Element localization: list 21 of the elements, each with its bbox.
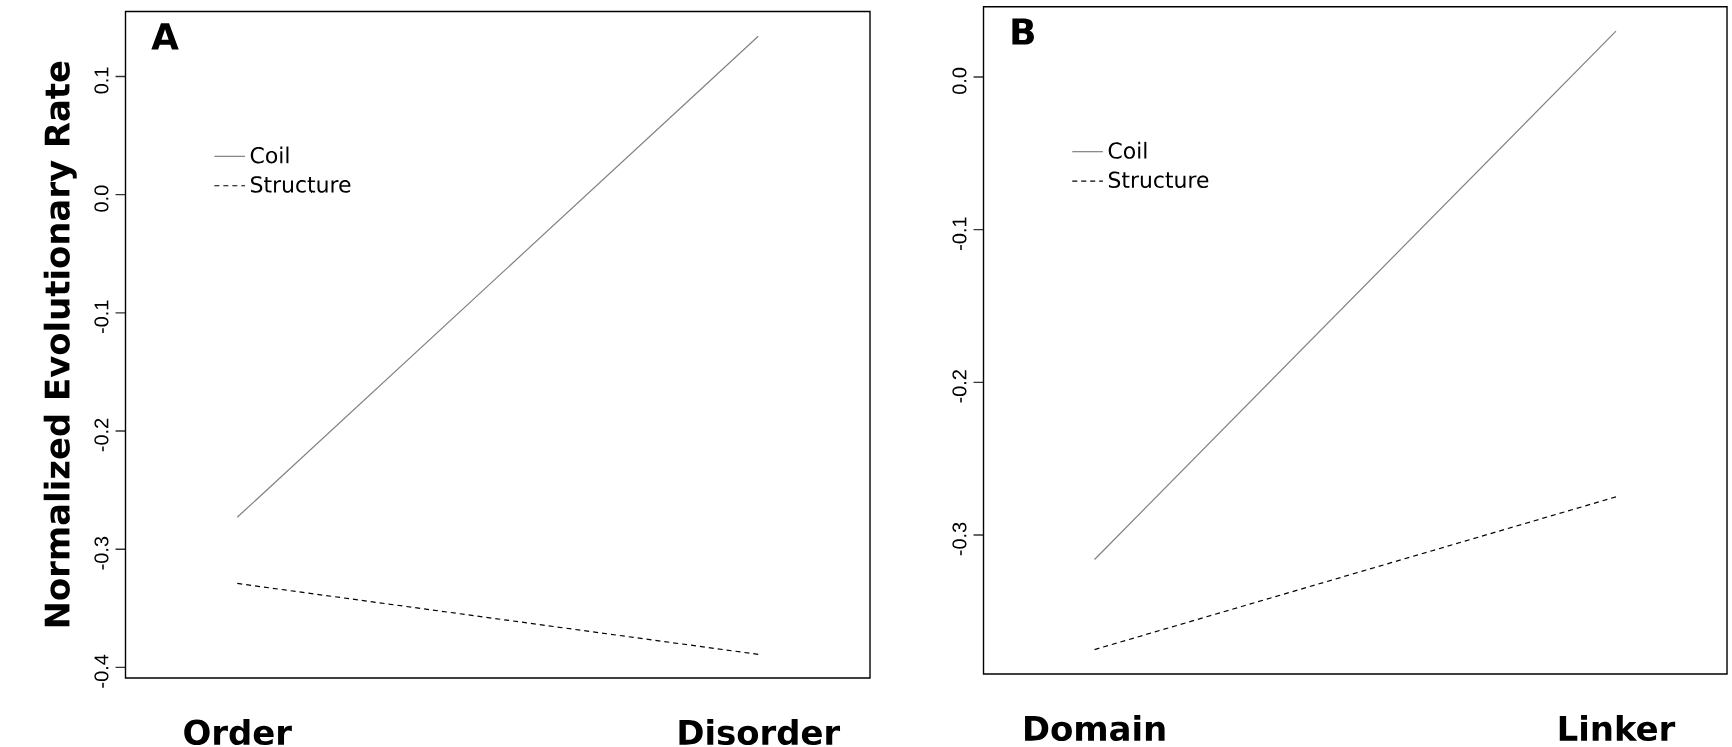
y-tick-label: -0.2 bbox=[94, 418, 109, 452]
chart-title: B bbox=[1012, 18, 1034, 45]
y-axis-title: Normalized Evolutionary Rate bbox=[43, 61, 77, 627]
y-tick-label: 0.0 bbox=[94, 185, 109, 212]
y-tick-label: 0.1 bbox=[94, 67, 109, 94]
legend-label: Structure bbox=[251, 176, 351, 193]
x-tick-label: Order bbox=[184, 718, 292, 746]
y-tick-label: -0.3 bbox=[94, 536, 109, 570]
chart-title: A bbox=[151, 23, 179, 50]
x-tick-label: Domain bbox=[1025, 714, 1165, 742]
y-tick-label: -0.1 bbox=[94, 300, 109, 334]
x-tick-label: Disorder bbox=[679, 718, 841, 746]
y-tick-label: -0.3 bbox=[952, 522, 967, 556]
y-tick-label: -0.1 bbox=[952, 217, 967, 250]
legend-label: Structure bbox=[1108, 171, 1209, 189]
y-tick-label: -0.4 bbox=[94, 654, 109, 688]
y-tick-label: -0.2 bbox=[952, 370, 967, 403]
y-tick-label: 0.0 bbox=[952, 67, 967, 94]
x-tick-label: Linker bbox=[1559, 714, 1676, 742]
legend-label: Coil bbox=[1108, 141, 1147, 159]
legend-label: Coil bbox=[250, 146, 289, 164]
